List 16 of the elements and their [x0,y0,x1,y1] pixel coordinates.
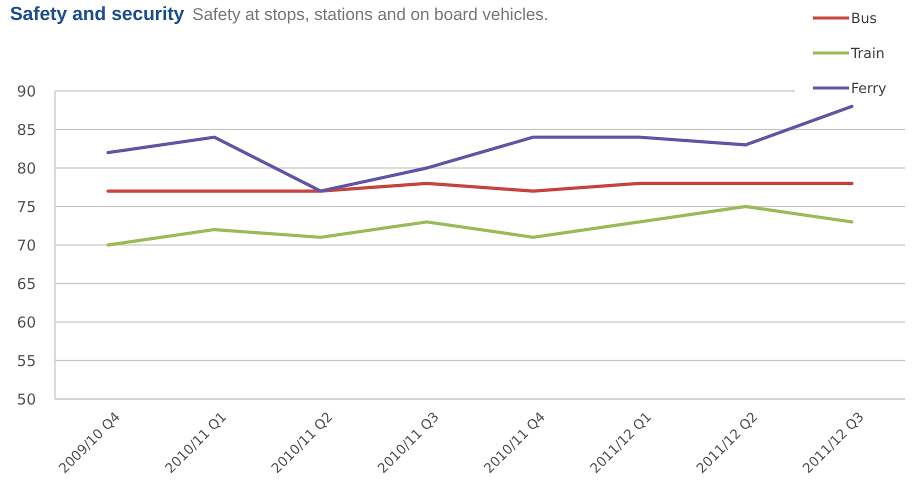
y-tick-label: 65 [16,274,36,293]
chart-subtitle: Safety at stops, stations and on board vehicles. [192,5,549,24]
legend-label: Bus [851,10,877,27]
y-tick-label: 85 [16,120,36,139]
y-tick-label: 80 [16,159,36,178]
legend-label: Train [850,46,885,62]
y-tick-label: 75 [16,198,36,216]
y-tick-label: 55 [16,352,36,370]
line-series [106,204,854,247]
chart-title: Safety and security [10,4,184,25]
line-series [106,104,854,193]
y-tick-label: 90 [16,82,36,100]
legend-label: Ferry [851,80,886,97]
y-tick-label: 60 [16,313,36,332]
y-tick-label: 50 [16,390,36,408]
y-tick-label: 70 [16,236,36,254]
